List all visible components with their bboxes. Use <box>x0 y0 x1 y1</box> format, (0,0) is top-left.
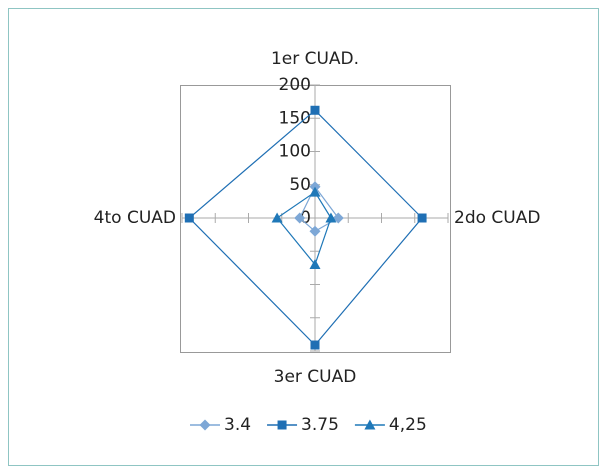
data-point <box>417 213 427 223</box>
tick-label: 200 <box>279 75 311 95</box>
category-label: 3er CUAD <box>274 367 357 387</box>
tick-label: 150 <box>279 108 311 128</box>
legend-marker <box>364 419 376 430</box>
data-point <box>309 186 321 197</box>
data-point <box>184 213 194 223</box>
data-point <box>310 340 320 350</box>
legend-marker <box>199 419 211 431</box>
data-point <box>332 212 344 224</box>
category-label: 4to CUAD <box>94 208 176 228</box>
data-point <box>325 212 337 223</box>
data-point <box>271 212 283 223</box>
data-point <box>310 105 320 115</box>
tick-label: 100 <box>279 142 311 162</box>
data-point <box>309 259 321 270</box>
category-label: 1er CUAD. <box>271 49 359 69</box>
legend-label: 3.75 <box>301 415 339 435</box>
legend-label: 4,25 <box>389 415 427 435</box>
tick-label: 50 <box>289 175 311 195</box>
chart-border <box>8 8 599 466</box>
legend-label: 3.4 <box>224 415 251 435</box>
legend-marker <box>277 420 287 430</box>
category-label: 2do CUAD <box>454 208 540 228</box>
data-point <box>309 225 321 237</box>
tick-label: 0 <box>300 208 311 228</box>
data-point <box>294 212 306 224</box>
